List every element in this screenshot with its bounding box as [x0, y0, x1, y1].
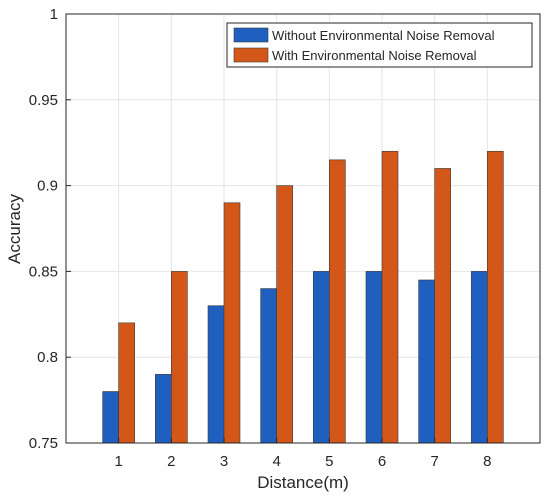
- y-tick-label: 0.85: [29, 263, 58, 280]
- y-tick-label: 1: [50, 6, 58, 23]
- y-tick-label: 0.8: [37, 349, 58, 366]
- bar-with-noise-removal: [381, 150, 399, 444]
- x-tick-label: 8: [483, 453, 491, 470]
- bar-with-noise-removal: [329, 159, 346, 444]
- legend-swatch-with: [233, 47, 269, 63]
- bar-without-noise-removal: [313, 271, 330, 444]
- bar-with-noise-removal: [223, 202, 241, 444]
- plot-frame: [65, 13, 541, 444]
- legend-label-with: With Environmental Noise Removal: [272, 48, 477, 63]
- bar-with-noise-removal: [276, 185, 293, 444]
- x-tick-label: 5: [325, 453, 333, 470]
- bar-without-noise-removal: [471, 271, 488, 444]
- y-axis-title: Accuracy: [5, 194, 24, 264]
- bar-without-noise-removal: [155, 374, 172, 444]
- bar-without-noise-removal: [260, 288, 277, 444]
- x-axis-title: Distance(m): [257, 473, 349, 492]
- bar-with-noise-removal: [434, 168, 451, 444]
- x-tick-label: 2: [167, 453, 175, 470]
- x-tick-label: 3: [220, 453, 228, 470]
- x-tick-label: 7: [430, 453, 438, 470]
- legend-box: [226, 22, 533, 68]
- bar-without-noise-removal: [207, 305, 225, 444]
- bar-without-noise-removal: [102, 391, 119, 444]
- bar-with-noise-removal: [118, 322, 135, 444]
- legend-label-without: Without Environmental Noise Removal: [272, 28, 495, 43]
- x-tick-label: 6: [378, 453, 386, 470]
- plot-area: [66, 14, 540, 443]
- y-tick-label: 0.9: [37, 178, 58, 195]
- legend-swatch-without: [233, 27, 269, 43]
- x-tick-label: 1: [114, 453, 122, 470]
- x-tick-label: 4: [272, 453, 280, 470]
- y-tick-label: 0.95: [29, 92, 58, 109]
- bar-with-noise-removal: [487, 150, 504, 444]
- y-tick-label: 0.75: [29, 435, 58, 452]
- axis-ticks: 0.75 0.8 0.85 0.9 0.95 1 1 2 3 4 5 6 7 8: [29, 6, 492, 470]
- legend: Without Environmental Noise Removal With…: [226, 22, 533, 68]
- bar-without-noise-removal: [365, 271, 383, 444]
- bar-with-noise-removal: [171, 271, 188, 444]
- bar-without-noise-removal: [418, 279, 435, 444]
